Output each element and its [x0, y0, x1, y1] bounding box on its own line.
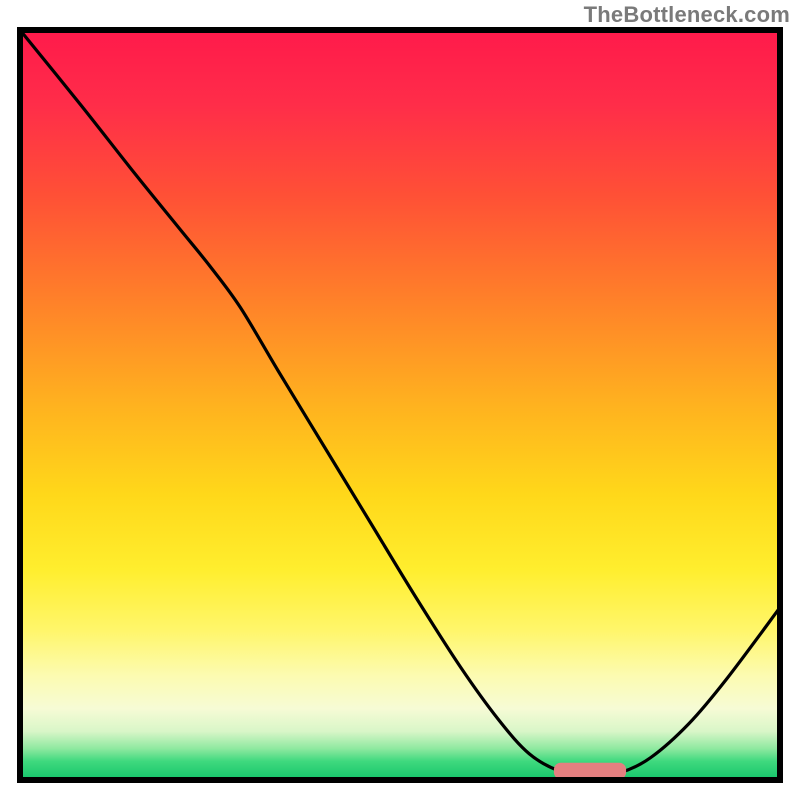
chart-root: TheBottleneck.com: [0, 0, 800, 800]
watermark-text: TheBottleneck.com: [584, 2, 790, 28]
gradient-background: [20, 30, 780, 780]
optimal-range-marker: [554, 763, 626, 780]
chart-svg: [0, 0, 800, 800]
plot-area: [20, 30, 780, 780]
